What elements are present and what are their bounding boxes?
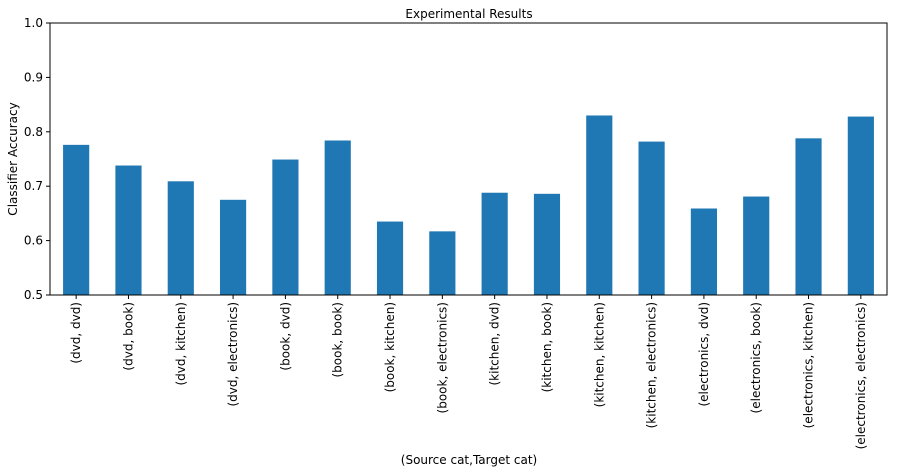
- x-tick-label: (book, dvd): [278, 302, 292, 371]
- x-tick-label: (kitchen, kitchen): [592, 302, 606, 407]
- bar: [533, 193, 561, 295]
- x-tick-label: (book, book): [331, 302, 345, 378]
- x-tick-label: (kitchen, dvd): [488, 302, 502, 386]
- x-tick-label: (dvd, electronics): [226, 302, 240, 407]
- x-tick-label: (electronics, kitchen): [802, 302, 816, 428]
- bar: [272, 159, 299, 295]
- bar: [220, 199, 247, 295]
- y-tick-label: 0.5: [24, 288, 43, 302]
- x-tick-label: (electronics, dvd): [697, 302, 711, 407]
- x-tick-label: (dvd, book): [121, 302, 135, 371]
- bar: [324, 140, 351, 295]
- bar: [429, 231, 456, 295]
- bar: [795, 138, 822, 295]
- x-tick-label: (book, kitchen): [383, 302, 397, 392]
- bar: [481, 192, 508, 295]
- bar: [115, 165, 142, 295]
- bar: [376, 221, 404, 295]
- bars-group: [63, 115, 874, 296]
- bar: [743, 196, 770, 295]
- bar: [638, 141, 665, 295]
- y-tick-label: 0.7: [24, 179, 43, 193]
- chart-title: Experimental Results: [405, 7, 532, 21]
- bar: [167, 181, 194, 295]
- bar: [847, 116, 874, 296]
- x-tick-label: (dvd, kitchen): [174, 302, 188, 386]
- y-tick-label: 0.9: [24, 70, 43, 84]
- y-axis: 0.5 0.6 0.7 0.8 0.9 1.0: [24, 16, 50, 302]
- bar: [586, 115, 613, 295]
- bar: [690, 208, 717, 295]
- y-tick-label: 0.6: [24, 234, 43, 248]
- bar: [63, 144, 90, 295]
- y-tick-label: 1.0: [24, 16, 43, 30]
- x-tick-label: (electronics, electronics): [854, 302, 868, 449]
- x-tick-label: (kitchen, electronics): [645, 302, 659, 428]
- x-axis: (dvd, dvd) (dvd, book) (dvd, kitchen) (dvd,…: [69, 295, 868, 449]
- x-tick-label: (electronics, book): [749, 302, 763, 413]
- y-axis-label: Classifier Accuracy: [6, 102, 20, 215]
- y-tick-label: 0.8: [24, 125, 43, 139]
- x-tick-label: (kitchen, book): [540, 302, 554, 392]
- x-tick-label: (book, electronics): [435, 302, 449, 413]
- plot-frame: [49, 22, 888, 296]
- x-tick-label: (dvd, dvd): [69, 302, 83, 364]
- x-axis-label: (Source cat,Target cat): [401, 453, 537, 467]
